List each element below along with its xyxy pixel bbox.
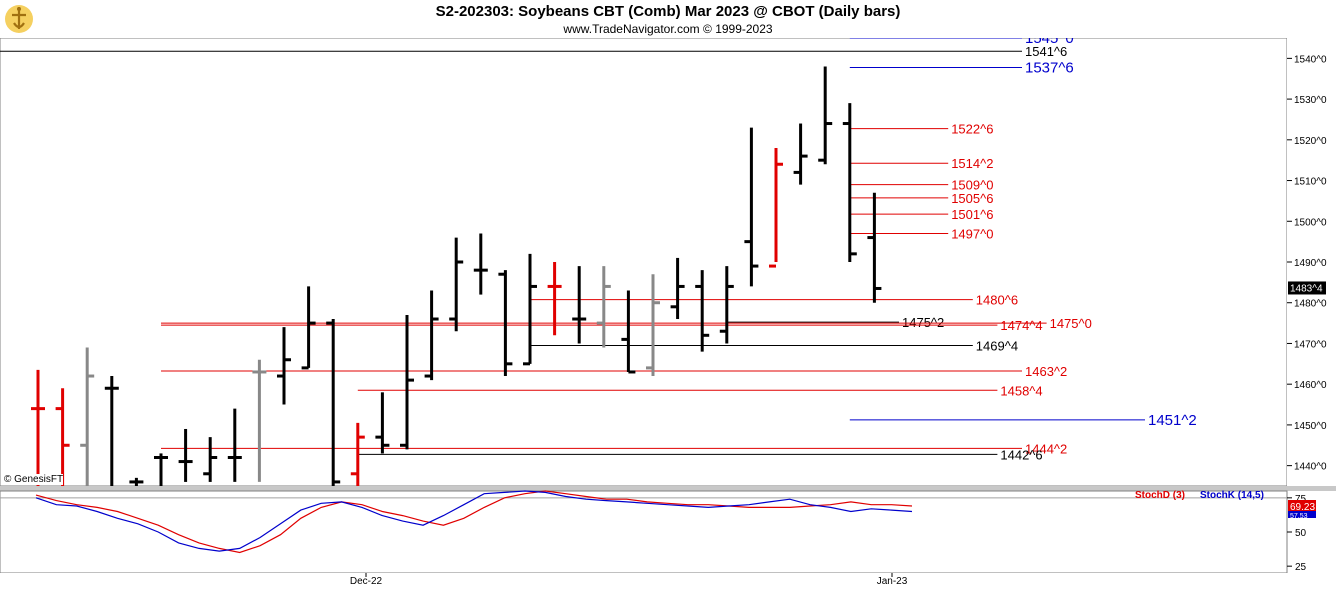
stoch-tick-label: 50	[1295, 528, 1307, 539]
ohlc-bars: 1483^4	[31, 66, 1326, 486]
stoch-tick-label: 75	[1295, 494, 1307, 505]
level-label: 1514^2	[951, 156, 993, 171]
stoch-tick-label: 25	[1295, 562, 1307, 573]
ohlc-bar	[670, 257, 685, 320]
ohlc-bar	[646, 274, 660, 377]
ohlc-bar	[104, 376, 119, 486]
stoch-legend-d: StochD (3)	[1135, 490, 1185, 501]
stoch-series-line	[35, 490, 913, 552]
price-tick-label: 1490^0	[1294, 258, 1327, 269]
ohlc-bar	[154, 453, 168, 486]
level-label: 1475^2	[902, 315, 944, 330]
ohlc-bar	[252, 359, 267, 482]
level-label: 1475^0	[1050, 316, 1092, 331]
ohlc-bar	[473, 233, 488, 295]
ohlc-bar	[277, 327, 291, 405]
ohlc-bar	[129, 477, 144, 486]
level-label: 1474^4	[1000, 318, 1042, 333]
date-axis-labels: Dec-22 Jan-23	[350, 573, 908, 587]
level-label: 1444^2	[1025, 441, 1067, 456]
stoch-d-value-box	[1288, 500, 1316, 512]
price-tick-label: 1480^0	[1294, 299, 1327, 310]
price-panel-bg	[0, 37, 1288, 487]
last-price-label: 1483^4	[1290, 283, 1323, 294]
ohlc-bar	[80, 347, 95, 486]
stoch-d-value: 69.23	[1290, 502, 1315, 513]
ohlc-bar	[695, 270, 710, 352]
price-tick-label: 1460^0	[1294, 380, 1327, 391]
ohlc-bar	[547, 262, 562, 336]
ohlc-bar	[719, 266, 734, 344]
level-label: 1480^6	[976, 293, 1018, 308]
stoch-legend-k: StochK (14,5)	[1200, 490, 1264, 501]
ohlc-bar	[867, 192, 882, 303]
ohlc-bar	[621, 290, 636, 374]
ohlc-bar	[793, 123, 808, 185]
price-tick-label: 1470^0	[1294, 339, 1327, 350]
trade-navigator-logo-icon	[5, 5, 33, 33]
level-label: 1451^2	[1148, 412, 1197, 429]
ohlc-bar	[596, 266, 611, 348]
price-tick-label: 1520^0	[1294, 136, 1327, 147]
ohlc-bar	[178, 428, 193, 482]
ohlc-bar	[326, 319, 341, 486]
price-level-lines: 1545^01541^61537^61522^61514^21509^01505…	[0, 30, 1197, 462]
ohlc-bar	[744, 127, 759, 287]
price-tick-label: 1540^0	[1294, 54, 1327, 65]
copyright-label: © GenesisFT	[4, 474, 64, 485]
ohlc-bar	[572, 266, 587, 344]
date-axis-bg	[0, 573, 1336, 591]
level-label: 1522^6	[951, 122, 993, 137]
price-tick-label: 1530^0	[1294, 95, 1327, 106]
stoch-series-line	[35, 490, 913, 554]
date-tick-label: Dec-22	[350, 576, 383, 587]
ohlc-bar	[55, 388, 70, 486]
price-axis-bg	[1287, 38, 1336, 486]
level-label: 1497^0	[951, 226, 993, 241]
price-tick-label: 1450^0	[1294, 421, 1327, 432]
ohlc-bar	[498, 270, 513, 377]
ohlc-bar	[424, 290, 439, 381]
ohlc-bar	[769, 147, 783, 268]
ohlc-bar	[31, 369, 45, 486]
level-label: 1537^6	[1025, 60, 1074, 77]
date-tick-label: Jan-23	[877, 576, 908, 587]
ohlc-bar	[818, 66, 833, 165]
ohlc-bar	[449, 237, 464, 332]
ohlc-bar	[400, 314, 414, 450]
price-tick-label: 1440^0	[1294, 462, 1327, 473]
level-label: 1541^6	[1025, 44, 1067, 59]
price-tick-label: 1500^0	[1294, 217, 1327, 228]
level-label: 1442^6	[1000, 447, 1042, 462]
ohlc-bar	[227, 408, 242, 482]
chart-title: S2-202303: Soybeans CBT (Comb) Mar 2023 …	[435, 3, 901, 20]
level-label: 1505^6	[951, 191, 993, 206]
last-price-box	[1288, 281, 1326, 295]
level-label: 1463^2	[1025, 364, 1067, 379]
level-label: 1509^0	[951, 178, 993, 193]
chart-header: S2-202303: Soybeans CBT (Comb) Mar 2023 …	[0, 0, 1336, 38]
chart-subtitle: www.TradeNavigator.com © 1999-2023	[563, 22, 773, 36]
ohlc-bar	[350, 422, 365, 486]
ohlc-bar	[203, 437, 218, 482]
ohlc-bar	[375, 392, 390, 454]
ohlc-bar	[301, 286, 316, 370]
separator-bar	[0, 486, 1336, 491]
stoch-k-value-box	[1288, 511, 1316, 518]
level-label: 1458^4	[1000, 383, 1042, 398]
stoch-k-value: 57.53	[1290, 513, 1308, 520]
level-label: 1501^6	[951, 207, 993, 222]
price-axis-ticks: 1440^0 1450^0 1460^0 1470^0 1480^0 1490^0 1500…	[1287, 54, 1327, 473]
ohlc-bar	[842, 103, 857, 262]
stoch-panel-bg	[0, 490, 1288, 574]
ohlc-bar	[523, 253, 537, 366]
level-label: 1469^4	[976, 338, 1018, 353]
price-tick-label: 1510^0	[1294, 177, 1327, 188]
